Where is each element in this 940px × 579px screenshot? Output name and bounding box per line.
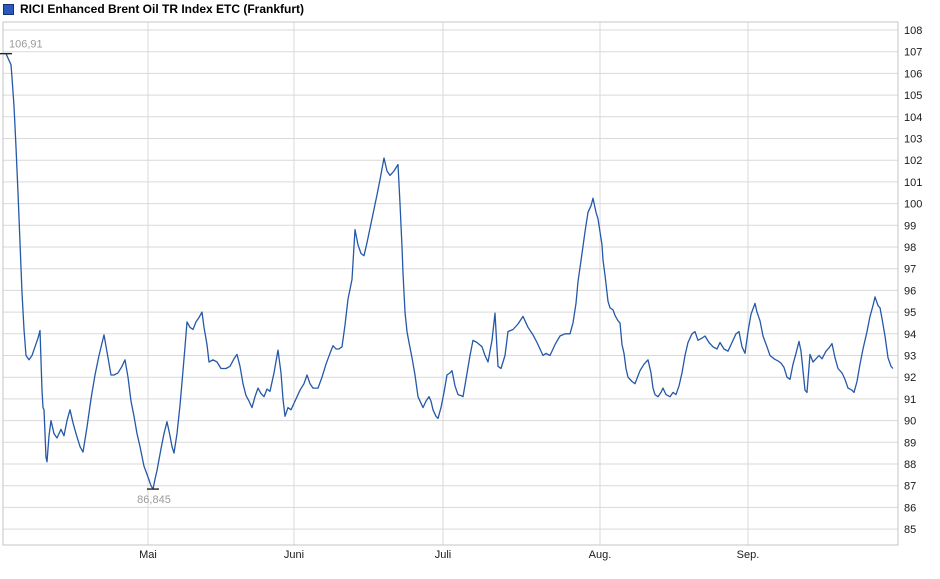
y-tick-label: 106 bbox=[904, 68, 922, 80]
y-tick-label: 103 bbox=[904, 134, 922, 146]
y-tick-label: 90 bbox=[904, 416, 916, 428]
y-tick-label: 98 bbox=[904, 242, 916, 254]
low-annotation-label: 86,845 bbox=[137, 494, 171, 506]
y-tick-label: 100 bbox=[904, 199, 922, 211]
chart-header: RICI Enhanced Brent Oil TR Index ETC (Fr… bbox=[3, 2, 304, 16]
y-tick-label: 87 bbox=[904, 481, 916, 493]
y-tick-label: 92 bbox=[904, 372, 916, 384]
y-tick-label: 93 bbox=[904, 351, 916, 363]
x-tick-label: Juli bbox=[435, 549, 452, 561]
y-tick-label: 94 bbox=[904, 329, 916, 341]
y-tick-label: 89 bbox=[904, 437, 916, 449]
x-tick-label: Aug. bbox=[589, 549, 612, 561]
y-tick-label: 95 bbox=[904, 307, 916, 319]
y-tick-label: 85 bbox=[904, 524, 916, 536]
y-tick-label: 91 bbox=[904, 394, 916, 406]
y-tick-label: 99 bbox=[904, 220, 916, 232]
y-tick-label: 107 bbox=[904, 47, 922, 59]
x-tick-label: Mai bbox=[139, 549, 157, 561]
x-tick-label: Juni bbox=[284, 549, 304, 561]
chart-title: RICI Enhanced Brent Oil TR Index ETC (Fr… bbox=[20, 2, 305, 16]
x-tick-label: Sep. bbox=[737, 549, 760, 561]
y-tick-label: 97 bbox=[904, 264, 916, 276]
y-tick-label: 108 bbox=[904, 25, 922, 37]
y-tick-label: 102 bbox=[904, 155, 922, 167]
y-tick-label: 105 bbox=[904, 90, 922, 102]
y-tick-label: 101 bbox=[904, 177, 922, 189]
series-legend-swatch bbox=[3, 3, 14, 15]
plot-border bbox=[2, 21, 899, 546]
high-annotation-label: 106,91 bbox=[9, 39, 43, 51]
y-tick-label: 86 bbox=[904, 502, 916, 514]
y-tick-label: 88 bbox=[904, 459, 916, 471]
price-line bbox=[5, 53, 894, 490]
y-tick-label: 96 bbox=[904, 285, 916, 297]
y-tick-label: 104 bbox=[904, 112, 922, 124]
